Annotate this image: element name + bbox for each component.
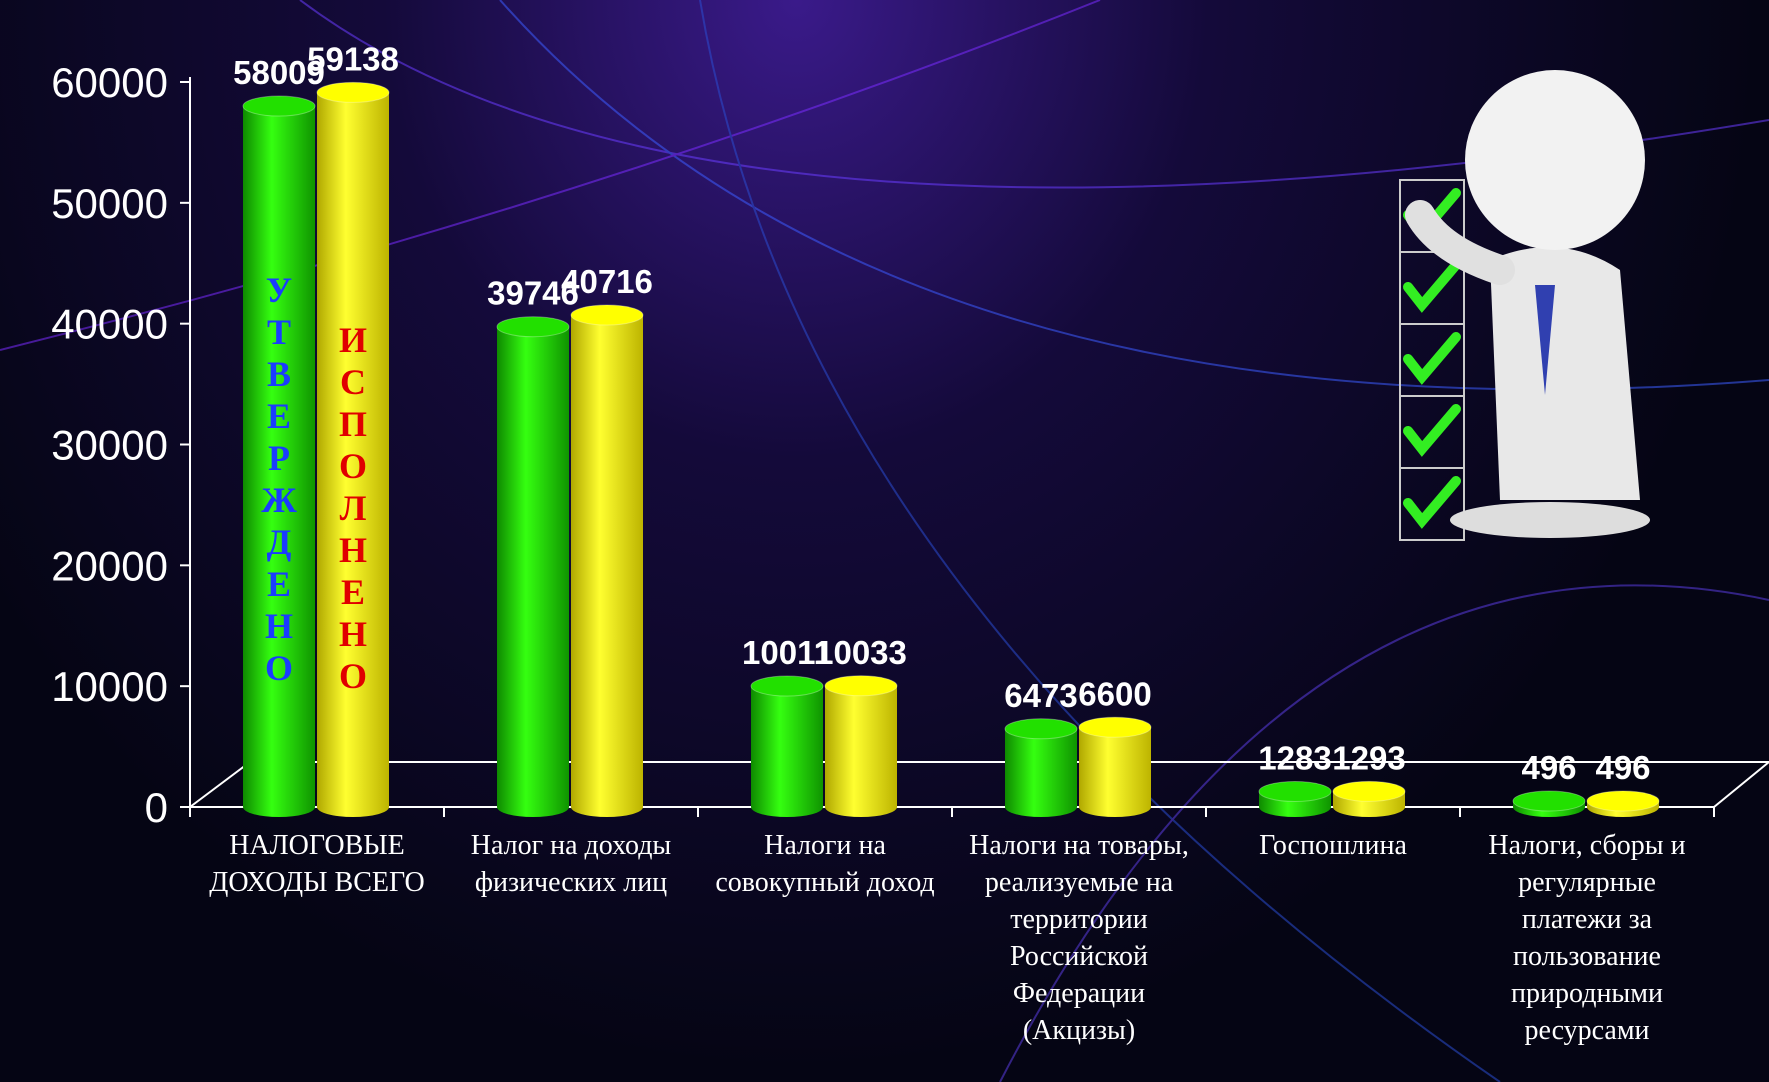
bar-top (1512, 790, 1586, 812)
y-tick-label: 60000 (51, 59, 168, 106)
bar-top (824, 675, 898, 697)
bar (243, 106, 315, 807)
value-label: 1293 (1332, 739, 1405, 776)
series-name: УТВЕРЖДЕНО (259, 270, 299, 690)
bar-base (1005, 797, 1077, 817)
y-tick-label: 50000 (51, 180, 168, 227)
x-tick-label: Налоги на товары, реализуемые на террито… (969, 830, 1189, 1046)
x-tick-label: Налоги на совокупный доход (715, 830, 935, 898)
value-label: 1283 (1258, 739, 1331, 776)
bar-top (570, 304, 644, 326)
y-tick-label: 40000 (51, 301, 168, 348)
bar-top (496, 316, 570, 338)
bar-base (1079, 797, 1151, 817)
value-label: 6600 (1078, 675, 1151, 712)
bar (317, 92, 389, 807)
value-label: 10011 (742, 634, 832, 671)
bar-top (1078, 716, 1152, 738)
x-tick-label: Налоги, сборы и регулярные платежи за по… (1488, 830, 1686, 1046)
bar-top (1586, 790, 1660, 812)
bar (1005, 728, 1077, 807)
bar-base (243, 797, 315, 817)
bar (497, 326, 569, 807)
bar-top (1332, 780, 1406, 802)
x-tick-label: НАЛОГОВЫЕ ДОХОДЫ ВСЕГО (209, 830, 425, 898)
x-tick-label: Госпошлина (1259, 830, 1407, 861)
value-label: 10033 (815, 634, 907, 671)
bar (751, 686, 823, 807)
y-tick-label: 20000 (51, 542, 168, 589)
y-tick-label: 30000 (51, 422, 168, 469)
bar-base (317, 797, 389, 817)
value-label: 6473 (1004, 677, 1077, 714)
bar (1079, 727, 1151, 807)
bar-top (1004, 718, 1078, 740)
y-tick-label: 10000 (51, 663, 168, 710)
bar-top (750, 675, 824, 697)
bar-base (1259, 797, 1331, 817)
bar-top (242, 95, 316, 117)
value-label: 40716 (561, 263, 653, 300)
x-tick-label: Налог на доходы физических лиц (470, 830, 672, 898)
bar-base (497, 797, 569, 817)
person-figure (1399, 70, 1650, 541)
y-tick-label: 0 (145, 784, 168, 831)
bar-top (1258, 780, 1332, 802)
bar-base (751, 797, 823, 817)
bar-top (316, 81, 390, 103)
series-name: ИСПОЛНЕНО (333, 320, 373, 698)
bar (825, 685, 897, 807)
value-label: 39746 (487, 275, 579, 312)
value-label: 58009 (233, 54, 325, 91)
bar-base (571, 797, 643, 817)
value-label: 496 (1595, 749, 1650, 786)
value-label: 496 (1521, 749, 1576, 786)
bar-base (825, 797, 897, 817)
bar (571, 315, 643, 807)
bar-base (1333, 797, 1405, 817)
value-label: 59138 (307, 40, 399, 77)
